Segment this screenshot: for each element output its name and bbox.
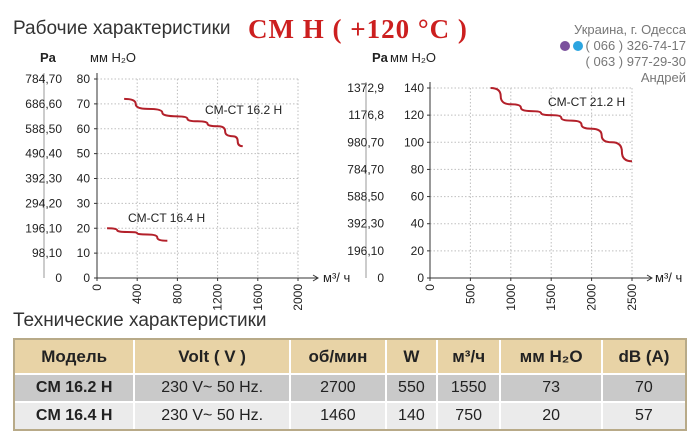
x-tick-label: 1000 bbox=[504, 284, 518, 310]
y-tick-label: 100 bbox=[404, 135, 424, 149]
y-tick-label: 30 bbox=[77, 196, 91, 210]
x-unit-label: м³/ ч bbox=[655, 270, 682, 285]
y-tick-label: 60 bbox=[411, 190, 425, 204]
y-tick-label: 80 bbox=[77, 72, 91, 86]
col-volt: Volt ( V ) bbox=[135, 340, 291, 373]
series-label: CM-CT 16.4 H bbox=[128, 211, 205, 225]
pa-tick-label: 294,20 bbox=[25, 196, 62, 210]
pa-tick-label: 196,10 bbox=[25, 221, 62, 235]
cell-pressure: 73 bbox=[501, 373, 603, 401]
cell-model: CM 16.2 H bbox=[15, 373, 136, 401]
pa-unit-label: Pa bbox=[372, 50, 389, 65]
plot-area bbox=[97, 79, 298, 278]
cell-pressure: 20 bbox=[501, 401, 603, 429]
cell-airflow: 750 bbox=[437, 401, 502, 429]
pa-tick-label: 0 bbox=[377, 271, 384, 285]
series-title: CM H ( +120 °C ) bbox=[248, 14, 468, 44]
series-line bbox=[490, 87, 633, 163]
pa-tick-label: 1372,9 bbox=[347, 81, 384, 95]
y-tick-label: 10 bbox=[77, 246, 91, 260]
series-label: CM-CT 16.2 H bbox=[205, 103, 282, 117]
y-tick-label: 20 bbox=[411, 244, 425, 258]
contact-phone-2: ( 063 ) 977-29-30 bbox=[585, 54, 686, 69]
cell-model: CM 16.4 H bbox=[15, 401, 136, 429]
contact-phone-1: ( 066 ) 326-74-17 bbox=[585, 38, 686, 53]
x-tick-label: 0 bbox=[423, 284, 437, 291]
spec-header-row: Модель Volt ( V ) об/мин W м³/ч мм H₂O d… bbox=[15, 340, 685, 373]
pa-tick-label: 784,70 bbox=[347, 162, 384, 176]
col-noise: dB (A) bbox=[602, 340, 685, 373]
cell-watt: 140 bbox=[386, 401, 438, 429]
cell-noise: 70 bbox=[602, 373, 685, 401]
contact-city: Украина, г. Одесса bbox=[574, 22, 686, 37]
pa-tick-label: 588,50 bbox=[25, 122, 62, 136]
x-axis-arrow bbox=[646, 274, 653, 282]
y-tick-label: 70 bbox=[77, 97, 91, 111]
y-tick-label: 0 bbox=[83, 271, 90, 285]
pa-tick-label: 588,50 bbox=[347, 190, 384, 204]
series-line bbox=[124, 97, 243, 148]
pa-tick-label: 98,10 bbox=[32, 246, 62, 260]
cell-volt: 230 V~ 50 Hz. bbox=[135, 373, 291, 401]
x-tick-label: 1200 bbox=[211, 284, 225, 310]
x-tick-label: 2000 bbox=[585, 284, 599, 310]
contact-name: Андрей bbox=[640, 70, 686, 85]
pa-tick-label: 392,30 bbox=[347, 217, 384, 231]
y-tick-label: 20 bbox=[77, 221, 91, 235]
col-model: Модель bbox=[15, 340, 136, 373]
x-tick-label: 1600 bbox=[251, 284, 265, 310]
pa-tick-label: 0 bbox=[55, 271, 62, 285]
x-tick-label: 400 bbox=[130, 284, 144, 304]
y-unit-label: мм H₂O bbox=[390, 50, 436, 65]
x-unit-label: м³/ ч bbox=[323, 270, 350, 285]
telegram-icon bbox=[572, 41, 583, 51]
col-watt: W bbox=[386, 340, 438, 373]
contact-phone-row-1: ( 066 ) 326-74-17 bbox=[559, 38, 686, 54]
pa-tick-label: 196,10 bbox=[347, 244, 384, 258]
col-rpm: об/мин bbox=[290, 340, 387, 373]
y-tick-label: 40 bbox=[411, 217, 425, 231]
series-line bbox=[107, 227, 168, 242]
cell-watt: 550 bbox=[386, 373, 438, 401]
pa-tick-label: 686,60 bbox=[25, 97, 62, 111]
x-tick-label: 0 bbox=[90, 284, 104, 291]
y-tick-label: 140 bbox=[404, 81, 424, 95]
series-label: CM-CT 21.2 H bbox=[548, 95, 625, 109]
x-axis-arrow bbox=[312, 274, 319, 282]
pa-tick-label: 392,30 bbox=[25, 172, 62, 186]
pa-unit-label: Pa bbox=[40, 50, 57, 65]
spec-table: Модель Volt ( V ) об/мин W м³/ч мм H₂O d… bbox=[13, 338, 687, 431]
y-tick-label: 40 bbox=[77, 172, 91, 186]
y-tick-label: 0 bbox=[417, 271, 424, 285]
contact-block: Украина, г. Одесса ( 066 ) 326-74-17 ( 0… bbox=[559, 22, 686, 86]
viber-icon bbox=[559, 41, 570, 51]
cell-airflow: 1550 bbox=[437, 373, 502, 401]
col-airflow: м³/ч bbox=[437, 340, 502, 373]
table-row: CM 16.4 H 230 V~ 50 Hz. 1460 140 750 20 … bbox=[15, 401, 685, 429]
x-tick-label: 500 bbox=[463, 284, 477, 304]
cell-volt: 230 V~ 50 Hz. bbox=[135, 401, 291, 429]
y-unit-label: мм H₂O bbox=[90, 50, 136, 65]
page-title: Рабочие характеристики bbox=[13, 18, 231, 39]
x-tick-label: 1500 bbox=[544, 284, 558, 310]
y-tick-label: 50 bbox=[77, 147, 91, 161]
tech-title: Технические характеристики bbox=[13, 310, 267, 331]
pa-tick-label: 1176,8 bbox=[348, 108, 384, 122]
cell-rpm: 1460 bbox=[290, 401, 387, 429]
cell-rpm: 2700 bbox=[290, 373, 387, 401]
x-tick-label: 2500 bbox=[625, 284, 639, 310]
cell-noise: 57 bbox=[602, 401, 685, 429]
x-tick-label: 800 bbox=[170, 284, 184, 304]
x-tick-label: 2000 bbox=[291, 284, 305, 310]
pa-tick-label: 784,70 bbox=[25, 72, 62, 86]
y-tick-label: 60 bbox=[77, 122, 91, 136]
y-tick-label: 80 bbox=[411, 162, 425, 176]
y-tick-label: 120 bbox=[404, 108, 424, 122]
pa-tick-label: 980,70 bbox=[347, 135, 384, 149]
pa-tick-label: 490,40 bbox=[25, 147, 62, 161]
col-pressure: мм H₂O bbox=[501, 340, 603, 373]
table-row: CM 16.2 H 230 V~ 50 Hz. 2700 550 1550 73… bbox=[15, 373, 685, 401]
plot-area bbox=[430, 88, 632, 278]
